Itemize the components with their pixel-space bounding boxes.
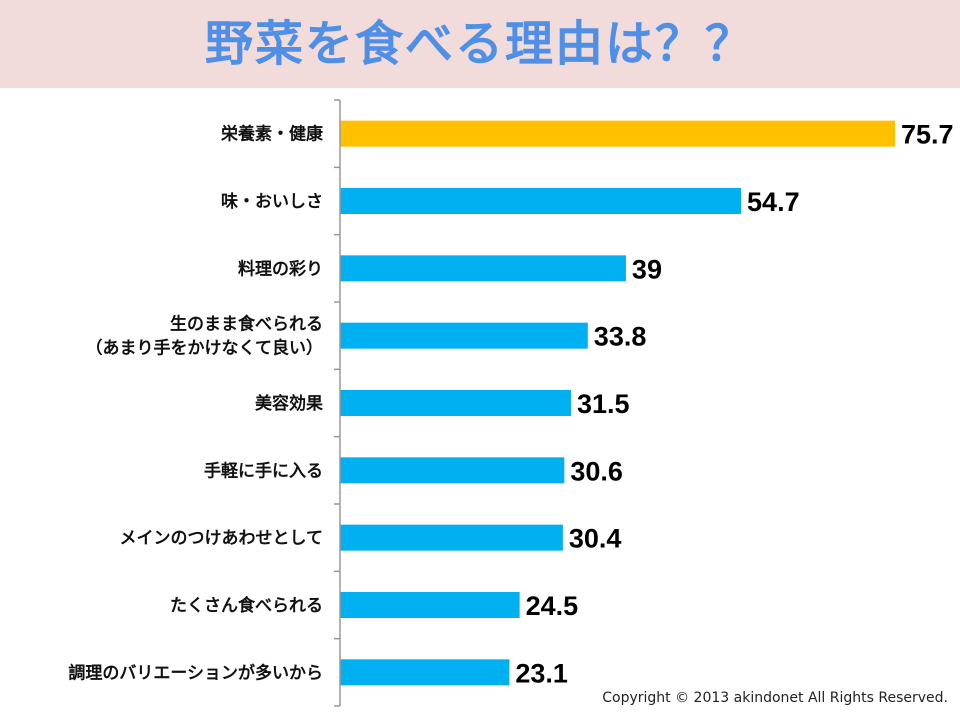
bar	[340, 592, 520, 618]
bar	[340, 457, 565, 484]
bar	[340, 120, 895, 147]
category-label: 味・おいしさ	[221, 191, 323, 212]
value-label: 30.6	[570, 456, 623, 486]
bar	[340, 524, 563, 551]
bar	[340, 659, 510, 686]
category-label: 調理のバリエーションが多いから	[68, 662, 323, 683]
copyright-text: Copyright © 2013 akindonet All Rights Re…	[602, 690, 948, 706]
category-label: （あまり手をかけなくて良い）	[86, 338, 324, 359]
value-label: 31.5	[577, 389, 630, 419]
value-label: 23.1	[515, 658, 568, 688]
bar-chart: 75.7 栄養素・健康 54.7 味・おいしさ 39 料理の彩り 33.8 生のまま食べられる…	[68, 99, 954, 707]
title-band	[0, 0, 960, 88]
value-label: 54.7	[747, 187, 800, 217]
bar	[340, 255, 626, 282]
page-title: 野菜を食べる理由は？？	[204, 16, 755, 72]
value-label: 75.7	[901, 120, 954, 150]
bar	[340, 322, 588, 349]
value-label: 24.5	[526, 591, 579, 621]
category-label: 生のまま食べられる	[170, 314, 323, 335]
value-label: 33.8	[594, 322, 647, 352]
bar	[340, 390, 571, 416]
category-label: メインのつけあわせとして	[120, 529, 324, 549]
category-label: たくさん食べられる	[170, 595, 323, 616]
category-label: 栄養素・健康	[220, 124, 324, 145]
value-label: 30.4	[569, 524, 622, 554]
bar	[340, 188, 742, 214]
category-label: 美容効果	[255, 393, 323, 414]
value-label: 39	[632, 254, 662, 284]
category-label: 料理の彩り	[238, 258, 323, 279]
category-label: 手軽に手に入る	[204, 460, 323, 481]
